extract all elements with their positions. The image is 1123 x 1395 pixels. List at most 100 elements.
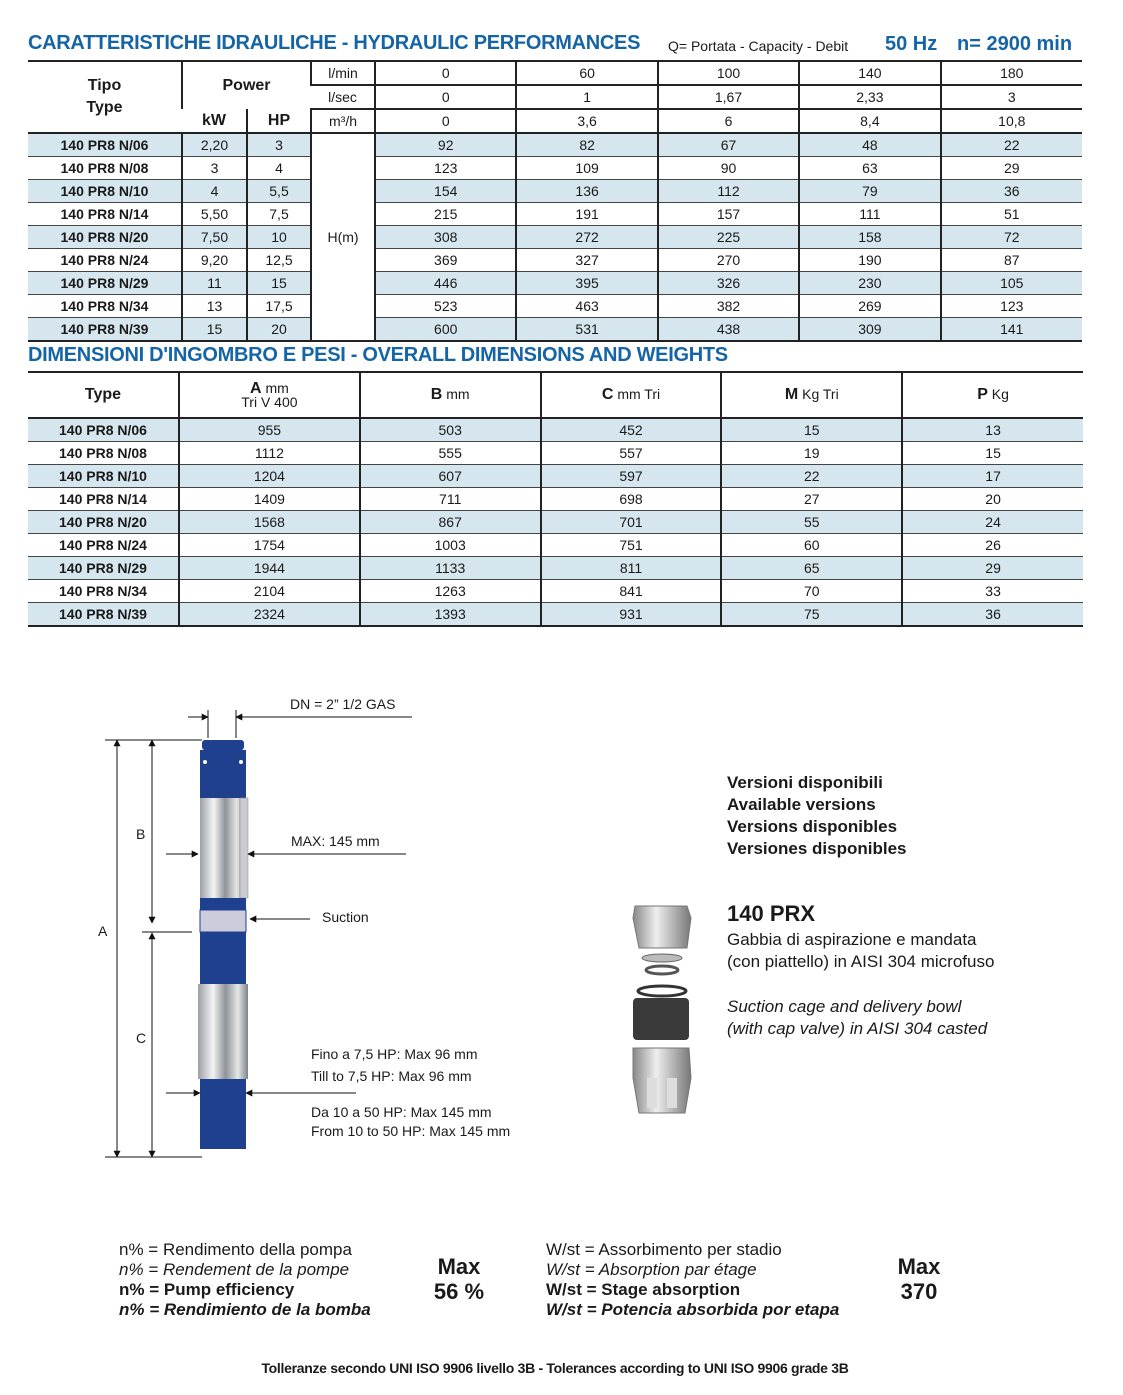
description-line: Gabbia di aspirazione e mandata	[727, 930, 977, 949]
dimension-value: 607	[358, 464, 541, 488]
dimension-value: 701	[539, 510, 722, 534]
head-value: 272	[515, 225, 658, 249]
dimension-value: 867	[358, 510, 541, 534]
dimension-value: 711	[358, 487, 541, 511]
legend-line: W/st = Assorbimento per stadio	[546, 1240, 782, 1259]
pump-type: 140 PR8 N/06	[28, 418, 179, 442]
performance-title: CARATTERISTICHE IDRAULICHE - HYDRAULIC P…	[28, 32, 641, 54]
dimension-value: 20	[901, 487, 1083, 511]
dimension-value: 17	[901, 464, 1083, 488]
dimension-value: 931	[539, 602, 722, 627]
dimension-value: 75	[720, 602, 903, 627]
dimension-value: 557	[539, 441, 722, 465]
max-label: Max	[437, 1254, 481, 1279]
performance-row: 140 PR8 N/08 3 4 123 109 90 63 29	[28, 156, 1082, 180]
dimension-value: 70	[720, 579, 903, 603]
head-value: 395	[515, 271, 658, 295]
motor-note-4: From 10 to 50 HP: Max 145 mm	[311, 1123, 511, 1139]
head-value: 190	[798, 248, 941, 272]
description-italian: Gabbia di aspirazione e mandata (con pia…	[727, 929, 994, 973]
head-value: 111	[798, 202, 941, 226]
power-hp: 12,5	[245, 248, 312, 272]
header-sub: Tri V 400	[241, 394, 298, 410]
dimension-header: B mm	[358, 372, 541, 419]
flow-unit: l/min	[310, 61, 376, 86]
capacity-note: Q= Portata - Capacity - Debit	[668, 38, 849, 54]
head-value: 63	[798, 156, 941, 180]
max-label: Max	[897, 1254, 941, 1279]
header-unit: mm Tri	[613, 386, 661, 402]
dimension-value: 24	[901, 510, 1083, 534]
head-value: 531	[515, 317, 658, 342]
head-value: 326	[656, 271, 800, 295]
head-value: 230	[798, 271, 941, 295]
speed: n= 2900 min	[957, 33, 1073, 55]
power-kw: 4	[181, 179, 247, 203]
performance-row: 140 PR8 N/29 11 15 446 395 326 230 105	[28, 271, 1082, 295]
dimension-value: 1393	[358, 602, 541, 627]
pump-type: 140 PR8 N/20	[28, 225, 182, 249]
description-english: Suction cage and delivery bowl (with cap…	[727, 996, 987, 1040]
dimension-row: 140 PR8 N/34 2104 1263 841 70 33	[28, 579, 1083, 603]
flow-value: 1	[515, 85, 658, 110]
tolerance-footer: Tolleranze secondo UNI ISO 9906 livello …	[261, 1360, 849, 1376]
dimension-b-label: B	[136, 826, 146, 842]
description-line: (with cap valve) in AISI 304 casted	[727, 1019, 988, 1038]
power-hp: 17,5	[245, 294, 312, 318]
performance-table: Tipo Type Power l/min 0 60 100 140 180 l/sec 0 1 1,6…	[28, 60, 1082, 342]
flow-unit: l/sec	[311, 85, 376, 110]
head-value: 82	[515, 133, 658, 157]
dimension-row: 140 PR8 N/29 1944 1133 811 65 29	[28, 556, 1083, 580]
header-row: Tipo Type Power l/min 0 60 100 140 180	[28, 61, 1082, 134]
dimension-row: 140 PR8 N/24 1754 1003 751 60 26	[28, 533, 1083, 557]
legend-line: W/st = Absorption par étage	[546, 1260, 757, 1279]
flow-value: 3,6	[515, 109, 658, 134]
header-row: Type A mm Tri V 400 B mm C mm Tri M Kg Tri P K…	[28, 372, 1083, 419]
pump-body	[198, 740, 249, 1149]
head-value: 382	[656, 294, 800, 318]
dimension-value: 1133	[358, 556, 541, 580]
power-hp: 4	[245, 156, 312, 180]
dimension-header: C mm Tri	[539, 372, 722, 419]
pump-dimension-drawing	[105, 710, 412, 1158]
header-unit: Kg Tri	[798, 386, 839, 402]
flow-value: 100	[656, 61, 800, 86]
head-value: 79	[798, 179, 941, 203]
dimension-value: 1568	[178, 510, 360, 534]
head-value: 463	[515, 294, 658, 318]
dimension-value: 452	[539, 418, 722, 442]
power-kw: 9,20	[181, 248, 247, 272]
dimension-lines	[105, 710, 412, 1158]
flow-value: 3	[939, 85, 1082, 110]
power-kw: 3	[181, 156, 247, 180]
legend-line: n% = Rendement de la pompe	[119, 1260, 350, 1279]
dimension-row: 140 PR8 N/06 955 503 452 15 13	[28, 418, 1083, 442]
head-value: 136	[515, 179, 658, 203]
pump-type: 140 PR8 N/08	[28, 156, 182, 180]
dimension-value: 33	[901, 579, 1083, 603]
pump-type: 140 PR8 N/34	[28, 294, 182, 318]
flow-value: 140	[798, 61, 941, 86]
dimension-value: 22	[720, 464, 903, 488]
suction-cage-image	[632, 905, 692, 1114]
dimension-value: 1944	[178, 556, 360, 580]
type-header-it: Tipo	[87, 77, 122, 94]
flow-value: 180	[939, 61, 1082, 86]
flow-value: 2,33	[798, 85, 941, 110]
dimension-row: 140 PR8 N/14 1409 711 698 27 20	[28, 487, 1083, 511]
head-value: 36	[939, 179, 1082, 203]
header-main: C	[601, 386, 614, 403]
description-line: (con piattello) in AISI 304 microfuso	[727, 952, 995, 971]
head-value: 215	[374, 202, 517, 226]
power-hp: 20	[245, 317, 312, 342]
power-kw: 11	[181, 271, 247, 295]
performance-row: 140 PR8 N/34 13 17,5 523 463 382 269 123	[28, 294, 1082, 318]
flow-value: 0	[374, 85, 517, 110]
efficiency-legend: n% = Rendimento della pompa n% = Rendeme…	[119, 1240, 371, 1320]
frequency: 50 Hz	[885, 33, 938, 55]
dimension-value: 698	[539, 487, 722, 511]
power-hp: 7,5	[245, 202, 312, 226]
dimension-value: 29	[901, 556, 1083, 580]
max-value: 370	[900, 1279, 938, 1304]
versions-line: Versions disponibles	[727, 817, 898, 836]
